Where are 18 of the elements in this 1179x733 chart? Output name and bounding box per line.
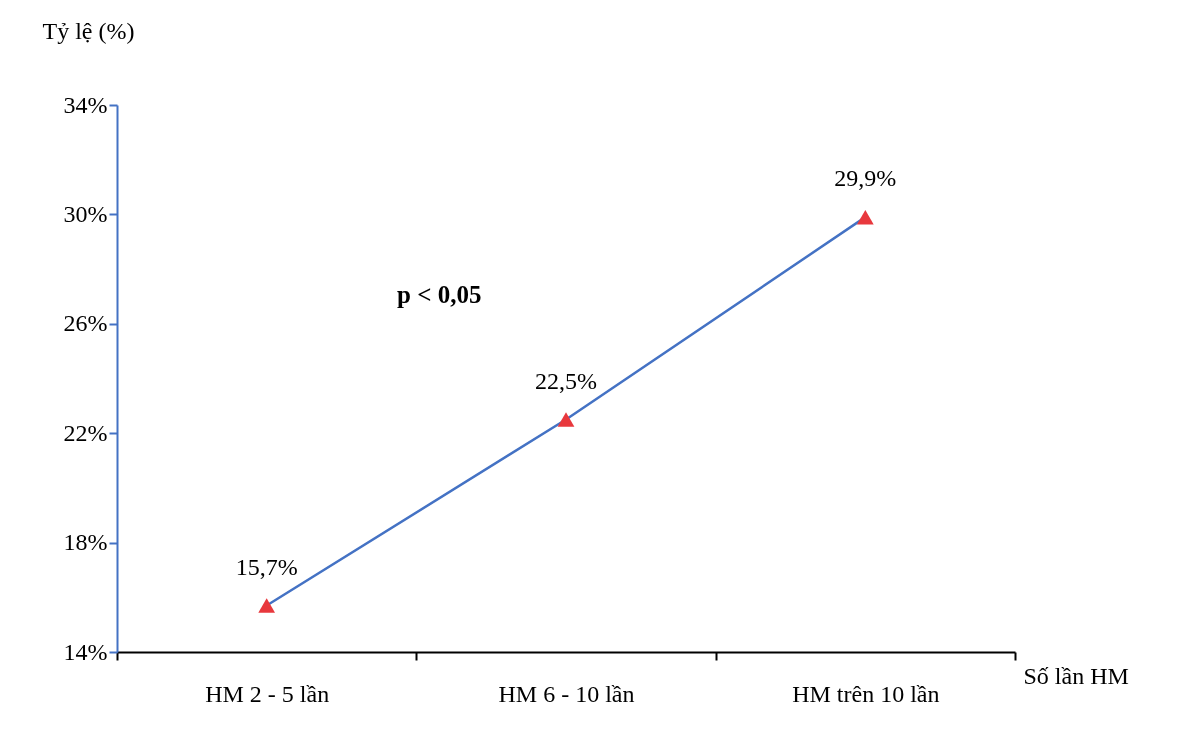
x-axis-title: Số lần HM [1023,662,1129,689]
y-tick-label: 30% [63,200,108,227]
y-tick-label: 22% [63,419,108,446]
y-axis-title: Tỷ lệ (%) [42,17,135,44]
annotation: p < 0,05 [397,281,482,308]
y-tick-label: 18% [63,529,108,556]
x-tick-label: HM 6 - 10 lần [498,680,635,707]
point [856,209,874,225]
y-tick-label: 34% [63,91,108,118]
data-label: 29,9% [834,165,897,192]
point [557,412,575,427]
data-label: 15,7% [235,553,298,580]
y-tick-label: 26% [63,310,108,337]
data-label: 22,5% [535,367,597,394]
point [258,598,276,613]
y-tick-label: 14% [63,638,108,665]
x-tick-label: HM 2 - 5 lần [205,680,330,707]
x-tick-label: HM trên 10 lần [792,680,940,707]
